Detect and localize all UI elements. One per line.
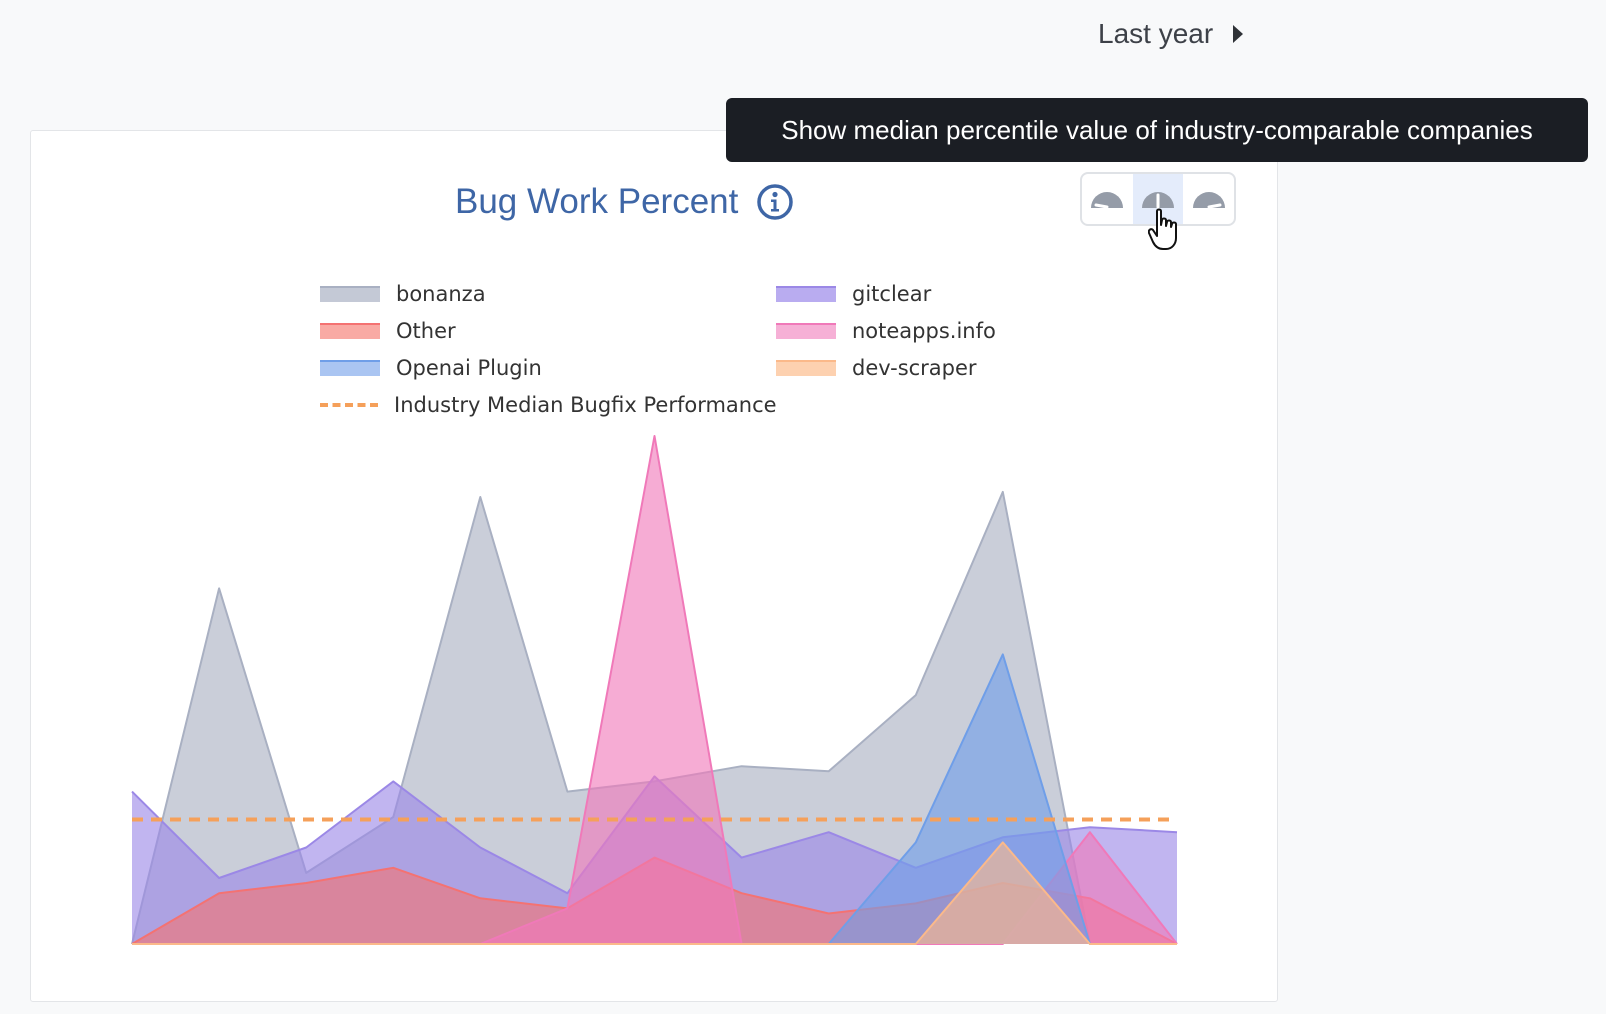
- legend-label: noteapps.info: [852, 319, 996, 343]
- series-area-noteapps-info: [132, 436, 1177, 944]
- series-area-dev-scraper: [132, 842, 1177, 944]
- chart-title: Bug Work Percent: [455, 182, 739, 221]
- legend-item-noteapps[interactable]: noteapps.info: [776, 319, 996, 343]
- legend-swatch: [320, 360, 380, 376]
- tooltip-text: Show median percentile value of industry…: [781, 114, 1533, 145]
- legend-swatch: [320, 286, 380, 302]
- legend-swatch: [776, 323, 836, 339]
- legend-label: Other: [396, 319, 456, 343]
- legend-swatch: [320, 403, 378, 407]
- chart-header: Bug Work Percent: [455, 176, 794, 228]
- info-icon[interactable]: [756, 183, 794, 221]
- legend-swatch: [776, 286, 836, 302]
- legend-item-other[interactable]: Other: [320, 319, 456, 343]
- gauge-high-button[interactable]: [1183, 174, 1234, 224]
- chart-legend: bonanza gitclear Other noteapps.info Ope…: [320, 282, 1040, 432]
- legend-item-openai-plugin[interactable]: Openai Plugin: [320, 356, 542, 380]
- legend-item-gitclear[interactable]: gitclear: [776, 282, 931, 306]
- caret-right-icon: [1233, 25, 1244, 43]
- legend-label: bonanza: [396, 282, 486, 306]
- gauge-low-icon: [1091, 192, 1124, 209]
- gauge-median-icon: [1142, 192, 1174, 209]
- legend-swatch: [776, 360, 836, 376]
- legend-item-industry-median[interactable]: Industry Median Bugfix Performance: [320, 393, 777, 417]
- pointer-cursor-icon: [1148, 208, 1177, 250]
- series-line-dev-scraper: [132, 841, 1177, 945]
- gauge-low-button[interactable]: [1082, 174, 1133, 224]
- legend-label: Industry Median Bugfix Performance: [394, 393, 777, 417]
- legend-swatch: [320, 323, 380, 339]
- legend-item-dev-scraper[interactable]: dev-scraper: [776, 356, 977, 380]
- legend-label: Openai Plugin: [396, 356, 542, 380]
- period-label: Last year: [1098, 18, 1214, 49]
- legend-label: gitclear: [852, 282, 932, 306]
- gauge-high-icon: [1192, 192, 1225, 209]
- legend-label: dev-scraper: [852, 356, 977, 380]
- tooltip: Show median percentile value of industry…: [726, 98, 1588, 162]
- legend-item-bonanza[interactable]: bonanza: [320, 282, 486, 306]
- series-area-openai-plugin: [132, 654, 1177, 944]
- period-selector[interactable]: Last year: [1098, 18, 1244, 50]
